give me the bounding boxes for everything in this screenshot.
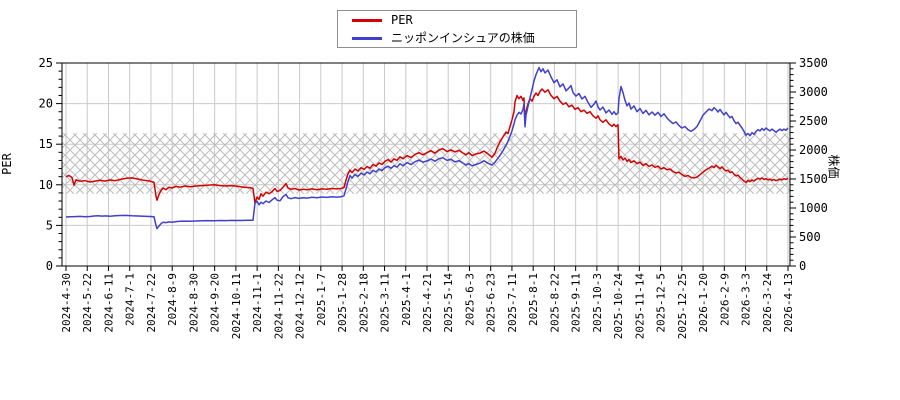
- svg-text:3000: 3000: [799, 85, 828, 99]
- x-tick-labels: 2024-4-30 2024-5-22 2024-6-11 2024-7-1 2024-…: [60, 273, 795, 340]
- svg-text:15: 15: [39, 137, 53, 151]
- svg-text:2026-4-13: 2026-4-13: [782, 273, 795, 333]
- svg-text:2500: 2500: [799, 114, 828, 128]
- stock-price-line-swatch: [352, 36, 382, 40]
- svg-text:2024-7-22: 2024-7-22: [145, 273, 158, 333]
- svg-text:2025-4-1: 2025-4-1: [400, 273, 413, 326]
- svg-text:2025-1-7: 2025-1-7: [315, 273, 328, 326]
- svg-text:2026-1-20: 2026-1-20: [697, 273, 710, 333]
- svg-text:0: 0: [46, 259, 53, 273]
- per-line-swatch: [352, 18, 382, 22]
- legend-item-stock-price: ニッポンインシュアの株価: [338, 30, 576, 46]
- svg-text:2024-6-11: 2024-6-11: [102, 273, 115, 333]
- legend: PER ニッポンインシュアの株価: [337, 10, 577, 48]
- svg-text:2025-9-11: 2025-9-11: [570, 273, 583, 333]
- svg-text:25: 25: [39, 56, 53, 70]
- svg-text:2026-3-24: 2026-3-24: [761, 273, 774, 333]
- svg-text:2025-8-22: 2025-8-22: [548, 273, 561, 333]
- svg-text:2024-11-22: 2024-11-22: [272, 273, 285, 339]
- svg-text:500: 500: [799, 230, 821, 244]
- per-series-line: [65, 88, 789, 204]
- svg-text:2025-6-3: 2025-6-3: [463, 273, 476, 326]
- plot-frame: [61, 62, 791, 267]
- svg-text:1500: 1500: [799, 172, 828, 186]
- svg-text:10: 10: [39, 178, 53, 192]
- svg-text:2024-4-30: 2024-4-30: [60, 273, 73, 333]
- svg-text:2024-8-30: 2024-8-30: [187, 273, 200, 333]
- svg-text:2025-12-25: 2025-12-25: [676, 273, 689, 339]
- svg-text:2024-8-9: 2024-8-9: [166, 273, 179, 326]
- svg-text:2025-7-11: 2025-7-11: [506, 273, 519, 333]
- y-axis-title-per: PER: [0, 153, 14, 175]
- svg-text:20: 20: [39, 97, 53, 111]
- svg-text:2025-8-1: 2025-8-1: [527, 273, 540, 326]
- valuation-band: [62, 133, 790, 194]
- svg-text:2000: 2000: [799, 143, 828, 157]
- legend-item-per: PER: [338, 12, 576, 28]
- svg-text:2025-3-11: 2025-3-11: [379, 273, 392, 333]
- svg-text:2024-11-1: 2024-11-1: [251, 273, 264, 333]
- svg-text:2025-2-18: 2025-2-18: [357, 273, 370, 333]
- svg-text:2026-2-9: 2026-2-9: [718, 273, 731, 326]
- legend-label-per: PER: [391, 13, 413, 27]
- svg-text:2025-6-23: 2025-6-23: [485, 273, 498, 333]
- svg-text:2025-12-5: 2025-12-5: [655, 273, 668, 333]
- svg-text:2024-10-11: 2024-10-11: [230, 273, 243, 339]
- svg-text:2024-9-20: 2024-9-20: [209, 273, 222, 333]
- svg-text:2025-1-28: 2025-1-28: [336, 273, 349, 333]
- y-right-tick-labels: 0 500 1000 1500 2000 2500 3000 3500: [799, 56, 828, 273]
- svg-text:3500: 3500: [799, 56, 828, 70]
- svg-text:5: 5: [46, 218, 53, 232]
- svg-text:2026-3-3: 2026-3-3: [740, 273, 753, 326]
- svg-text:2025-10-24: 2025-10-24: [612, 273, 625, 340]
- y-axis-title-stock-price: 株価: [826, 154, 841, 179]
- svg-text:2024-12-12: 2024-12-12: [294, 273, 307, 339]
- stock-price-series-line: [65, 66, 789, 230]
- svg-text:2025-5-14: 2025-5-14: [442, 273, 455, 333]
- svg-text:2025-11-14: 2025-11-14: [633, 273, 646, 340]
- svg-text:1000: 1000: [799, 201, 828, 215]
- svg-text:2025-4-21: 2025-4-21: [421, 273, 434, 333]
- svg-text:2024-5-22: 2024-5-22: [81, 273, 94, 333]
- y-left-tick-labels: 0 5 10 15 20 25: [39, 56, 53, 273]
- svg-text:2024-7-1: 2024-7-1: [124, 273, 137, 326]
- legend-label-stock-price: ニッポンインシュアの株価: [391, 31, 535, 45]
- svg-text:0: 0: [799, 259, 806, 273]
- svg-text:2025-10-3: 2025-10-3: [591, 273, 604, 333]
- axis-ticks: [56, 62, 796, 271]
